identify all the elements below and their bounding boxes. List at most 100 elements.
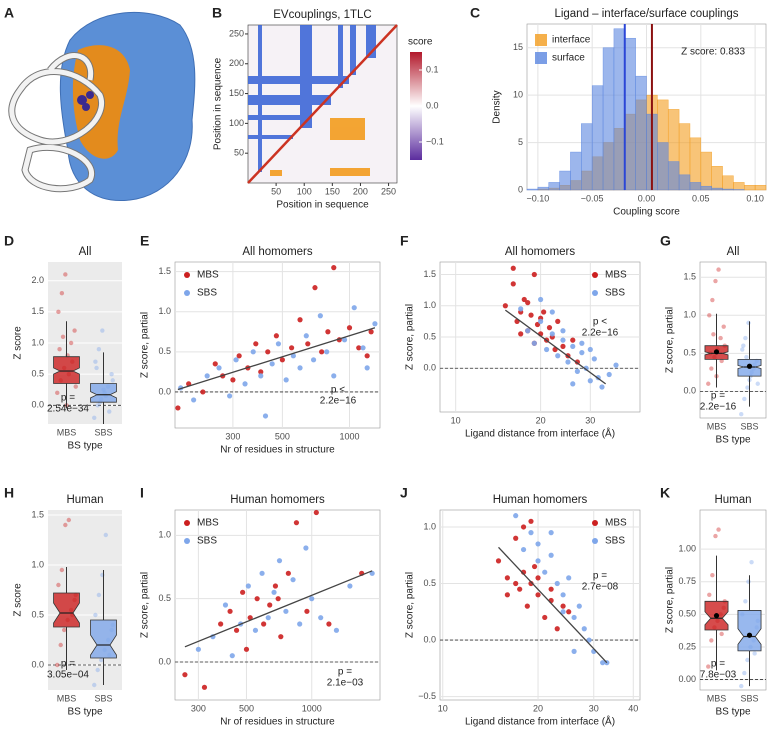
x-axis-label: Coupling score — [613, 207, 680, 218]
point — [200, 389, 206, 395]
point — [531, 563, 538, 570]
point — [250, 349, 256, 355]
point — [360, 345, 366, 351]
y-tick-label: 0.5 — [423, 578, 436, 588]
jitter-point — [707, 313, 712, 318]
x-axis-label: Nr of residues in structure — [220, 717, 335, 728]
point — [548, 530, 554, 536]
point — [297, 317, 303, 323]
histogram-bar — [602, 47, 615, 191]
point — [258, 373, 264, 379]
mean-dot — [713, 613, 720, 619]
x-axis-label: Ligand distance from interface (Å) — [465, 427, 615, 440]
point — [606, 371, 612, 378]
chart-title: Human — [66, 494, 103, 506]
point — [549, 331, 555, 337]
point — [560, 609, 566, 615]
histogram-bar — [744, 185, 756, 191]
point — [265, 615, 271, 621]
x-tick-label: 20 — [533, 703, 543, 713]
x-tick-label: 40 — [628, 703, 638, 713]
point — [319, 349, 325, 355]
x-axis-label: Position in sequence — [276, 200, 369, 211]
jitter-point — [92, 682, 97, 688]
point — [212, 361, 218, 367]
jitter-point — [719, 631, 724, 637]
panel-label: E — [140, 233, 149, 249]
point — [258, 369, 264, 375]
point — [560, 343, 566, 349]
jitter-point — [63, 272, 68, 277]
point — [525, 300, 531, 306]
legend-swatch — [535, 52, 547, 64]
y-tick-label: 0.5 — [31, 369, 44, 379]
point — [245, 583, 251, 589]
p-value: p < — [593, 317, 607, 328]
point — [513, 580, 519, 587]
point — [325, 329, 331, 335]
point — [233, 357, 239, 363]
point — [504, 575, 510, 581]
x-tick-label: 20 — [536, 415, 546, 425]
jitter-point — [68, 340, 74, 346]
contact-map — [247, 24, 422, 184]
jitter-point — [107, 409, 112, 414]
x-tick-label: 500 — [275, 431, 290, 441]
point — [554, 580, 560, 587]
p-value: 3.05e−04 — [47, 670, 89, 681]
chart-title: All homomers — [242, 246, 313, 258]
point — [538, 318, 544, 324]
point — [541, 309, 547, 315]
point — [254, 596, 260, 602]
point — [583, 365, 589, 371]
point — [253, 341, 259, 347]
point — [542, 614, 548, 621]
legend-label: surface — [552, 53, 585, 64]
x-tick-label: −0.10 — [526, 193, 549, 203]
point — [227, 393, 233, 399]
point — [265, 349, 271, 355]
point — [313, 509, 319, 516]
x-tick-label: MBS — [707, 693, 727, 703]
jitter-point — [716, 527, 721, 532]
histogram-bar — [526, 188, 539, 191]
legend-label: SBS — [605, 536, 625, 547]
x-tick-label: 1000 — [339, 431, 359, 441]
y-tick-label: 1.0 — [158, 306, 171, 316]
panel-label: I — [140, 485, 144, 501]
x-axis-label: BS type — [67, 707, 102, 718]
y-tick-label: 0.0 — [158, 386, 171, 396]
point — [570, 381, 576, 387]
protein-structure — [8, 11, 196, 202]
point — [510, 281, 516, 287]
jitter-point — [95, 667, 100, 673]
colorbar-title: score — [408, 37, 433, 48]
y-axis-label: Z score, partial — [405, 304, 416, 370]
legend-marker — [592, 272, 598, 278]
point — [513, 513, 519, 519]
y-tick-label: 0.0 — [423, 363, 436, 373]
p-value: p = — [338, 667, 352, 678]
histogram-bar — [722, 175, 734, 191]
point — [285, 570, 291, 576]
y-axis-label: Z score, partial — [665, 307, 676, 373]
chart-title: Ligand – interface/surface couplings — [554, 8, 738, 20]
box — [737, 610, 762, 652]
y-tick-label: 0.0 — [423, 634, 436, 644]
p-value: p < — [331, 385, 345, 396]
y-tick-label: 1.0 — [31, 559, 44, 569]
point — [305, 341, 311, 347]
jitter-point — [743, 599, 748, 604]
y-tick-label: 1.5 — [31, 509, 44, 519]
x-tick-label: 0.05 — [692, 193, 710, 203]
point — [549, 309, 555, 315]
jitter-point — [61, 627, 67, 633]
histogram-bar — [559, 170, 571, 191]
point — [576, 603, 582, 609]
histogram-bar — [667, 161, 680, 191]
point — [560, 328, 566, 334]
x-axis-label: BS type — [67, 441, 102, 452]
chart-title: All — [727, 246, 740, 258]
mean-dot — [746, 363, 753, 369]
histogram-bar — [657, 142, 669, 191]
